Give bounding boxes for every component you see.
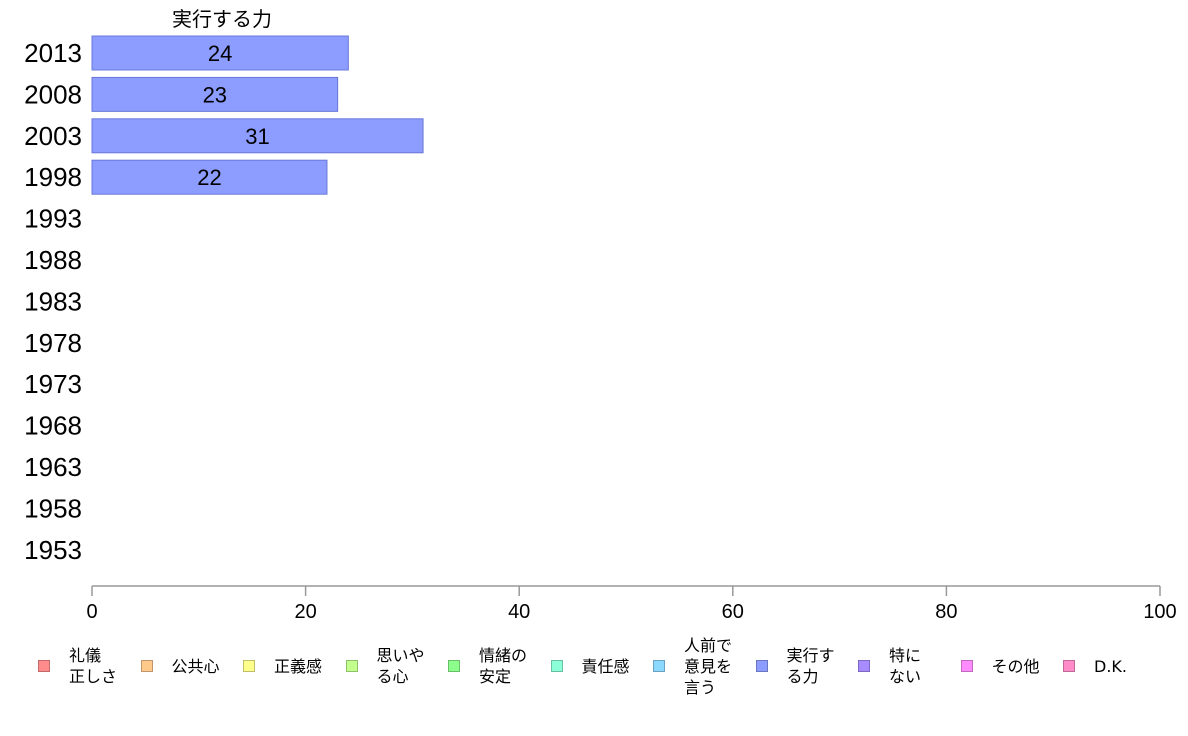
y-tick-label: 1988 [24, 245, 82, 275]
x-tick-label: 0 [86, 601, 97, 623]
x-tick-label: 60 [722, 601, 744, 623]
x-tick-label: 100 [1143, 601, 1176, 623]
legend-swatch [755, 660, 768, 672]
data-label: 31 [245, 124, 269, 149]
bar [91, 76, 339, 112]
series-header: 実行する力 [172, 8, 272, 31]
y-tick-label: 1963 [24, 452, 82, 482]
legend-item: D.K. [1063, 633, 1127, 699]
legend-item: 礼儀 正しさ [38, 633, 117, 699]
legend-item: 実行す る力 [755, 633, 835, 699]
y-tick-label: 1953 [24, 535, 82, 565]
legend-label: 情緒の 安定 [479, 646, 528, 686]
legend: 礼儀 正しさ 公共心 正義感 思いや る心 情緒の 安定 責任感 人前で 意見を 言う 実行す… [38, 633, 1168, 703]
y-tick-label: 1998 [24, 162, 82, 192]
legend-label: その他 [991, 656, 1040, 676]
y-tick-label: 1993 [24, 204, 82, 234]
legend-label: 特に ない [889, 646, 922, 686]
data-label: 23 [203, 82, 227, 107]
bars-group: 24 23 31 22 [91, 35, 424, 195]
y-tick-label: 1973 [24, 369, 82, 399]
legend-label: D.K. [1094, 656, 1127, 676]
legend-swatch [345, 660, 358, 672]
legend-item: 人前で 意見を 言う [653, 633, 732, 699]
legend-swatch [1063, 660, 1075, 672]
x-tick-label: 40 [508, 601, 530, 623]
legend-swatch [550, 660, 563, 672]
legend-label: 責任感 [581, 656, 630, 676]
legend-label: 思いや る心 [376, 646, 425, 686]
y-tick-label: 1968 [24, 411, 82, 441]
legend-swatch [38, 660, 50, 672]
legend-label: 礼儀 正しさ [69, 646, 118, 686]
y-tick-label: 2003 [24, 121, 82, 151]
x-tick-label: 80 [935, 601, 957, 623]
legend-label: 公共心 [171, 656, 220, 676]
legend-item: 公共心 [140, 633, 220, 699]
legend-swatch [960, 660, 973, 672]
bar [91, 35, 349, 71]
y-tick-label: 2013 [24, 38, 82, 68]
legend-item: 特に ない [858, 633, 921, 699]
legend-label: 実行す る力 [786, 646, 835, 686]
data-label: 22 [197, 165, 221, 190]
legend-swatch [653, 660, 665, 672]
legend-swatch [243, 660, 255, 672]
legend-item: 正義感 [243, 633, 322, 699]
legend-label: 人前で 意見を 言う [684, 635, 733, 697]
y-tick-label: 2008 [24, 79, 82, 109]
data-label: 24 [208, 41, 232, 66]
y-tick-label: 1978 [24, 328, 82, 358]
x-axis: 0 20 40 60 80 100 [86, 585, 1177, 623]
legend-swatch [858, 660, 870, 672]
legend-item: 責任感 [550, 633, 630, 699]
legend-label: 正義感 [274, 656, 323, 676]
legend-item: 情緒の 安定 [448, 633, 527, 699]
legend-swatch [448, 660, 460, 672]
y-tick-label: 1958 [24, 493, 82, 523]
legend-item: 思いや る心 [345, 633, 425, 699]
bar-chart: 実行する力 24 23 31 22 2013 2008 2003 1998 1993 1988 1… [24, 8, 1177, 623]
bar [91, 159, 328, 195]
x-tick-label: 20 [294, 601, 316, 623]
legend-item: その他 [960, 633, 1040, 699]
y-axis-labels: 2013 2008 2003 1998 1993 1988 1983 1978 1973 1968… [24, 38, 82, 565]
legend-swatch [140, 660, 153, 672]
y-tick-label: 1983 [24, 286, 82, 316]
bar [91, 118, 424, 154]
